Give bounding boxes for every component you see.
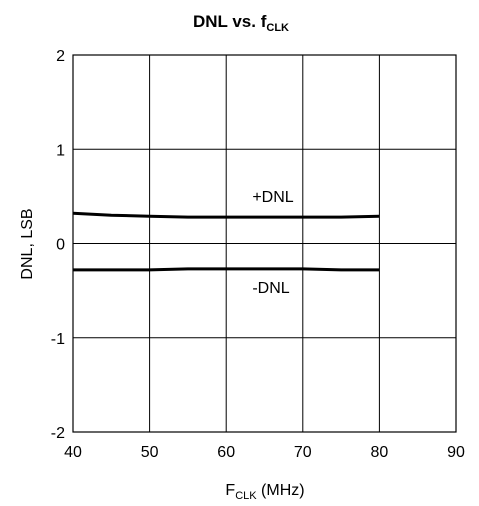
series-layer bbox=[72, 211, 380, 272]
x-axis-label: FCLK (MHz) bbox=[225, 482, 304, 502]
y-axis-label: DNL, LSB bbox=[19, 208, 36, 279]
x-tick-label-4: 80 bbox=[371, 444, 389, 461]
tick-labels: 40 50 60 70 80 90 2 1 0 -1 -2 bbox=[51, 48, 465, 461]
series-label-minus-dnl: -DNL bbox=[252, 280, 289, 297]
series-line-1 bbox=[73, 267, 380, 272]
y-tick-label-2: 0 bbox=[56, 237, 65, 254]
series-line-0 bbox=[72, 211, 380, 219]
x-tick-label-2: 60 bbox=[217, 444, 235, 461]
y-tick-label-1: 1 bbox=[56, 142, 65, 159]
x-tick-label-5: 90 bbox=[447, 444, 465, 461]
x-tick-label-0: 40 bbox=[64, 444, 82, 461]
chart-title-subscript: CLK bbox=[266, 22, 289, 34]
chart-title: DNL vs. fCLK bbox=[193, 12, 289, 34]
chart-title-main: DNL vs. f bbox=[193, 12, 267, 31]
y-tick-label-3: -1 bbox=[51, 331, 65, 348]
x-axis-label-main: F bbox=[225, 482, 235, 499]
y-tick-label-4: -2 bbox=[51, 425, 65, 442]
x-axis-label-unit: (MHz) bbox=[257, 482, 305, 499]
x-tick-label-1: 50 bbox=[141, 444, 159, 461]
grid bbox=[72, 54, 457, 433]
x-tick-label-3: 70 bbox=[294, 444, 312, 461]
x-axis-label-subscript: CLK bbox=[235, 490, 257, 502]
series-label-plus-dnl: +DNL bbox=[252, 189, 293, 206]
plot-frame bbox=[72, 54, 457, 433]
y-tick-label-0: 2 bbox=[56, 48, 65, 65]
